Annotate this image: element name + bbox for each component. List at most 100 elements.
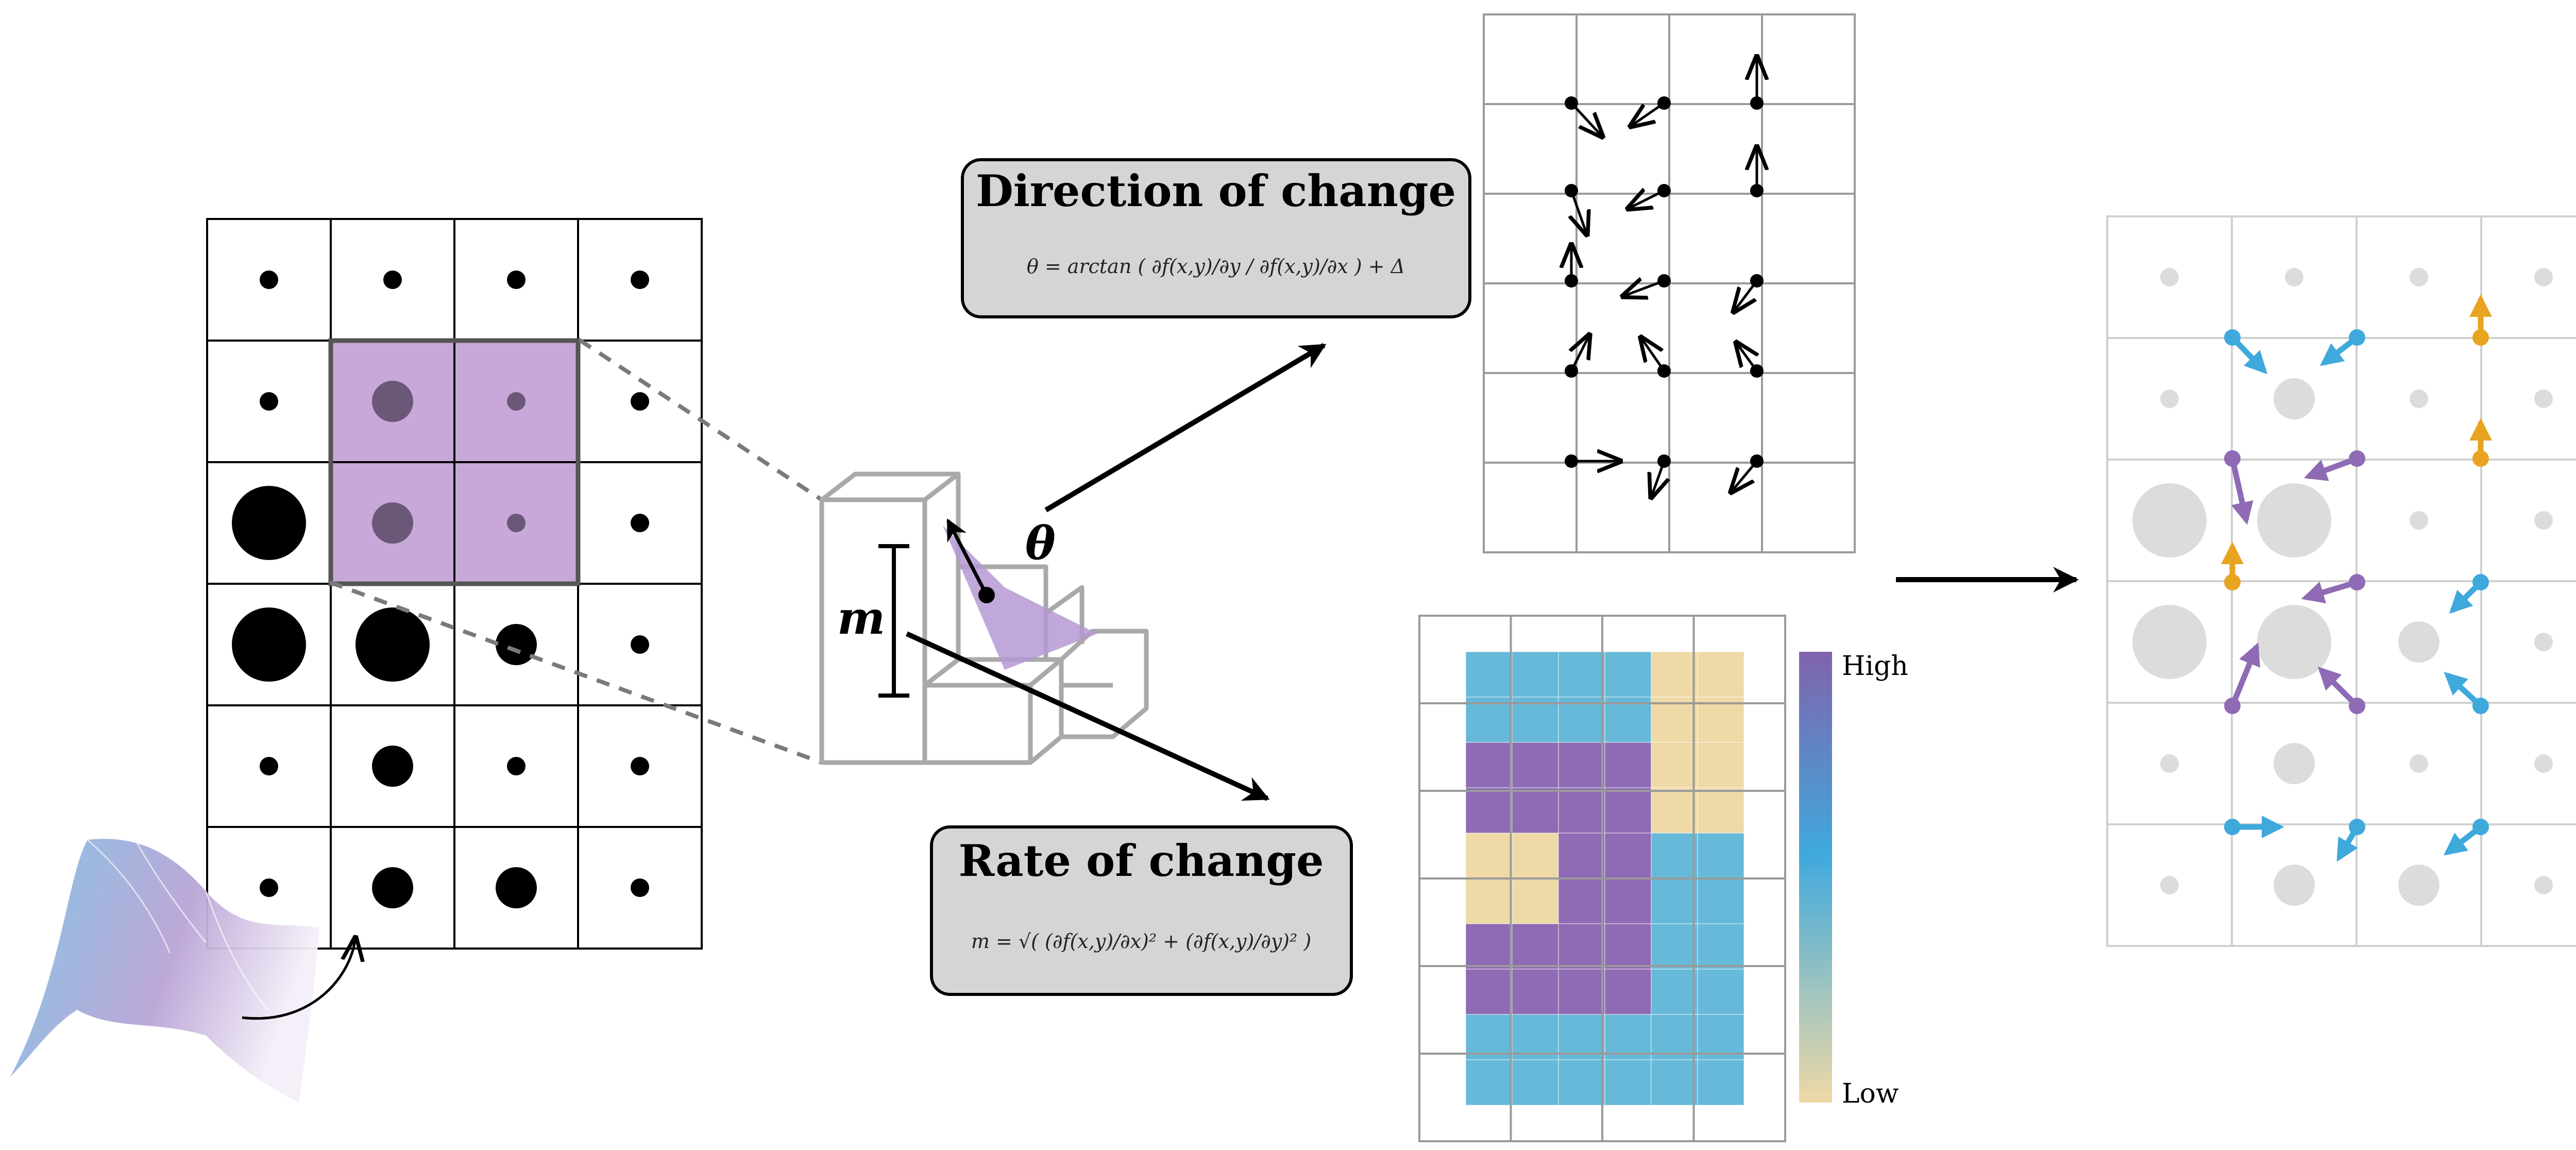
output-vector-origin xyxy=(2472,574,2489,590)
direction-grid-cell xyxy=(1575,13,1670,105)
magnitude-cell xyxy=(1697,923,1744,970)
magnitude-grid xyxy=(1418,615,1786,1142)
output-grid-cell xyxy=(2480,337,2576,461)
output-vector-origin xyxy=(2472,329,2489,346)
output-grid-cell xyxy=(2480,459,2576,582)
input-grid-dot xyxy=(496,867,537,908)
magnitude-cell xyxy=(1558,1014,1605,1060)
output-vector-origin xyxy=(2349,698,2365,714)
input-grid-dot xyxy=(372,867,413,908)
magnitude-cell xyxy=(1697,742,1744,788)
direction-grid-cell xyxy=(1761,462,1856,553)
magnitude-cell xyxy=(1512,1059,1559,1106)
magnitude-cell xyxy=(1604,1059,1652,1106)
magnitude-cell xyxy=(1651,833,1698,879)
output-vector-origin xyxy=(2224,819,2241,835)
magnitude-cell xyxy=(1558,833,1605,879)
direction-grid-cell xyxy=(1483,462,1578,553)
input-grid-dot xyxy=(232,486,306,560)
magnitude-cell xyxy=(1465,833,1513,879)
magnitude-cell xyxy=(1651,787,1698,834)
magnitude-cell xyxy=(1651,923,1698,970)
direction-grid-cell xyxy=(1761,282,1856,374)
theta-symbol: θ xyxy=(1025,516,1056,570)
output-grid-dot xyxy=(2410,511,2428,530)
direction-vector-origin xyxy=(1750,454,1764,468)
magnitude-cell xyxy=(1512,969,1559,1015)
arrow-to-rate xyxy=(905,631,1270,801)
output-grid-dot xyxy=(2410,390,2428,408)
output-grid-dot xyxy=(2534,633,2553,651)
output-vector-origin xyxy=(2224,329,2241,346)
input-grid-dot xyxy=(260,270,278,289)
input-grid-dot xyxy=(260,757,278,775)
direction-vector xyxy=(1628,191,1665,209)
direction-vector-origin xyxy=(1565,454,1578,468)
direction-vector xyxy=(1731,460,1758,492)
output-grid-dot xyxy=(2274,743,2315,784)
magnitude-cell xyxy=(1558,923,1605,970)
magnitude-cell xyxy=(1465,1059,1513,1106)
magnitude-cell xyxy=(1465,969,1513,1015)
magnitude-cell xyxy=(1512,833,1559,879)
output-vector-origin xyxy=(2349,450,2365,467)
direction-vector-origin xyxy=(1565,184,1578,197)
output-grid-cell xyxy=(2480,580,2576,704)
output-vector-origin xyxy=(2224,698,2241,714)
output-grid-dot xyxy=(2285,268,2303,286)
direction-vector-origin xyxy=(1657,454,1671,468)
magnitude-cell xyxy=(1697,697,1744,743)
output-grid-dot xyxy=(2132,605,2207,679)
direction-grid-cell xyxy=(1668,103,1763,195)
direction-grid-cell xyxy=(1575,103,1670,195)
input-grid-dot xyxy=(232,607,306,682)
magnitude-cell xyxy=(1512,742,1559,788)
magnitude-cell xyxy=(1697,787,1744,834)
gradient-plane xyxy=(943,526,1097,670)
direction-vector-origin xyxy=(1565,364,1578,378)
magnitude-cell xyxy=(1697,1059,1744,1106)
direction-title: Direction of change xyxy=(976,165,1456,216)
input-grid-highlight-window xyxy=(328,338,581,586)
output-vector-origin xyxy=(2224,574,2241,590)
direction-grid-cell xyxy=(1483,103,1578,195)
output-grid-dot xyxy=(2410,268,2428,286)
direction-vector-origin xyxy=(1657,274,1671,288)
magnitude-bracket xyxy=(878,544,909,698)
input-grid-dot xyxy=(507,392,526,411)
direction-vector xyxy=(1641,337,1666,372)
rate-title: Rate of change xyxy=(959,835,1324,886)
magnitude-cell xyxy=(1651,878,1698,924)
magnitude-cell xyxy=(1558,969,1605,1015)
zoom-connector-lines xyxy=(329,338,823,765)
magnitude-cell xyxy=(1651,1059,1698,1106)
output-grid-dot xyxy=(2534,390,2553,408)
output-grid-dot xyxy=(2398,621,2439,663)
direction-grid-cell xyxy=(1668,193,1763,284)
input-grid-dot xyxy=(355,607,430,682)
magnitude-cell xyxy=(1558,697,1605,743)
output-grid-dot xyxy=(2160,876,2179,894)
input-grid-dot xyxy=(383,270,402,289)
magnitude-cell xyxy=(1697,969,1744,1015)
direction-grid xyxy=(1483,13,1856,553)
magnitude-cell xyxy=(1465,697,1513,743)
output-vector-origin xyxy=(2349,574,2365,590)
input-grid-dot xyxy=(507,270,526,289)
output-grid-dot xyxy=(2410,754,2428,773)
surface-3d-illustration xyxy=(10,837,355,1103)
input-grid-dot xyxy=(631,514,649,532)
direction-vector xyxy=(1571,190,1587,234)
direction-grid-cell xyxy=(1483,13,1578,105)
direction-vector-origin xyxy=(1750,96,1764,110)
direction-grid-cell xyxy=(1575,462,1670,553)
gradient-vector xyxy=(946,518,995,603)
rate-formula: m = √( (∂f(x,y)/∂x)² + (∂f(x,y)/∂y)² ) xyxy=(971,930,1311,953)
output-grid xyxy=(2106,215,2576,947)
output-grid-cell xyxy=(2480,215,2576,339)
direction-vector-origin xyxy=(1750,184,1764,197)
output-vector xyxy=(2229,642,2261,707)
output-vector xyxy=(2229,458,2253,525)
magnitude-cell xyxy=(1651,742,1698,788)
